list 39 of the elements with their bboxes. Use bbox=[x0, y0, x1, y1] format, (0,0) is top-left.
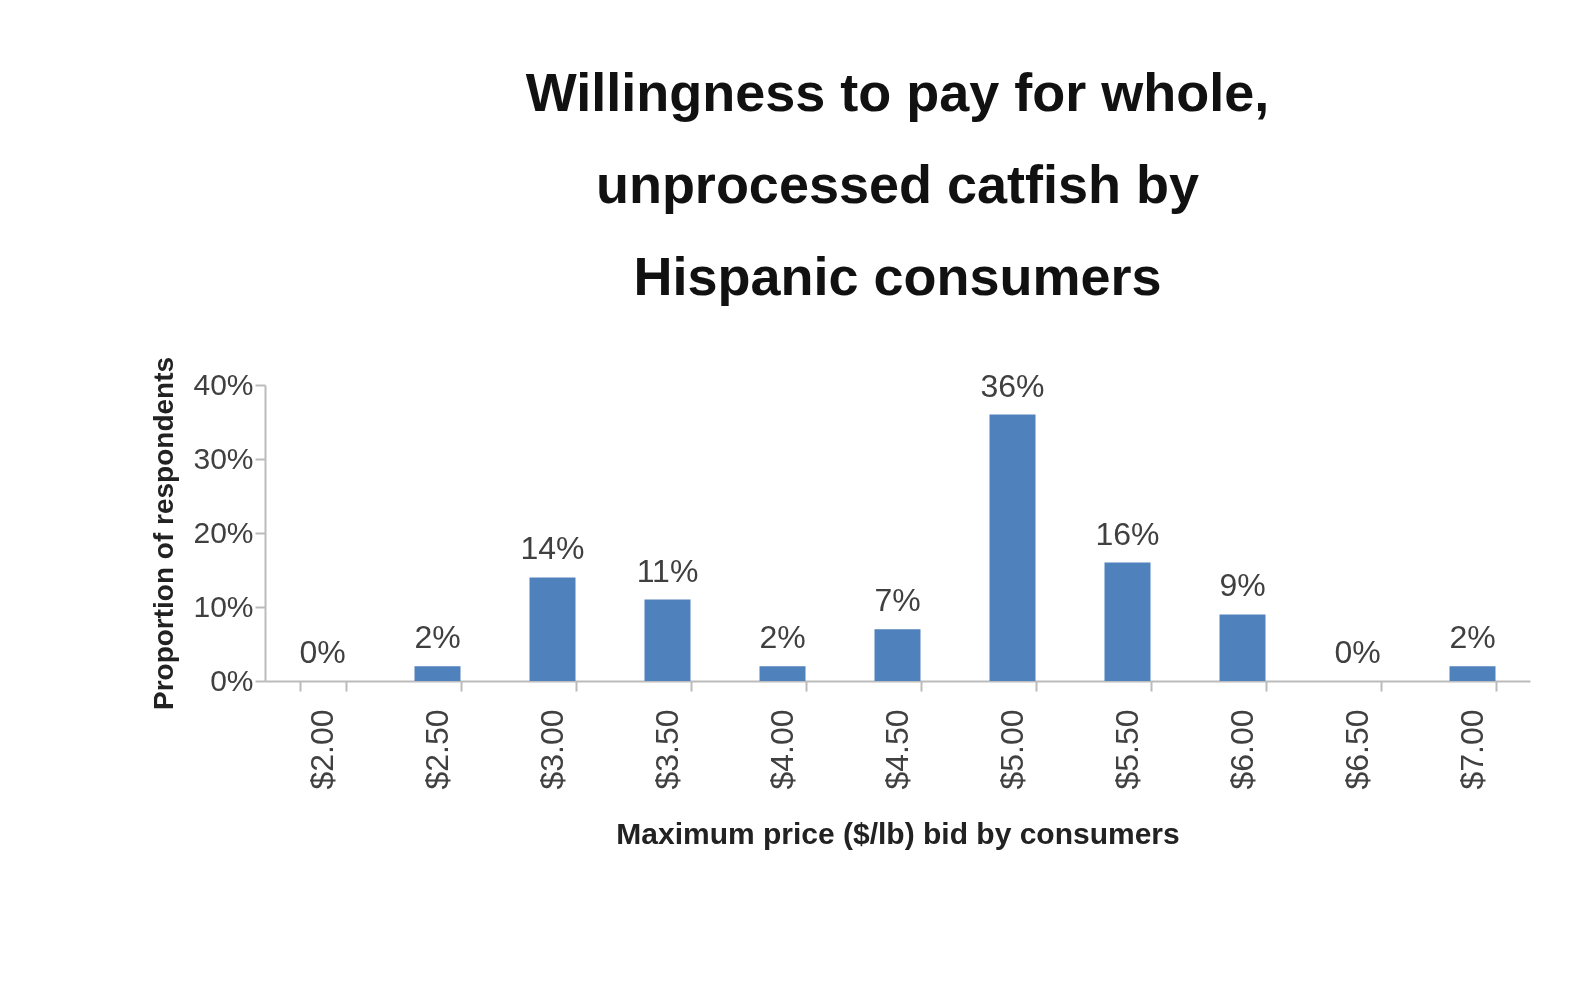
bar bbox=[874, 629, 921, 681]
data-label: 36% bbox=[980, 367, 1045, 404]
bar bbox=[529, 577, 576, 681]
data-label: 9% bbox=[1219, 567, 1266, 604]
x-tick-label: $2.00 bbox=[304, 709, 340, 790]
x-tick-label: $6.50 bbox=[1339, 709, 1375, 790]
x-tick-label: $3.00 bbox=[534, 709, 570, 790]
y-axis-title: Proportion of respondents bbox=[148, 356, 180, 711]
x-tick-label: $3.50 bbox=[649, 709, 685, 790]
x-axis-title: Maximum price ($/lb) bid by consumers bbox=[616, 816, 1180, 850]
x-tick-label: $4.50 bbox=[879, 709, 915, 790]
y-tick-label: 0% bbox=[210, 663, 254, 697]
data-label: 2% bbox=[759, 619, 806, 656]
y-tick-label: 20% bbox=[193, 515, 254, 549]
bar bbox=[1104, 562, 1151, 681]
bar bbox=[414, 666, 461, 681]
data-label: 2% bbox=[1449, 619, 1496, 656]
x-tick-label: $4.00 bbox=[764, 709, 800, 790]
x-tick-label: $6.00 bbox=[1224, 709, 1260, 790]
y-tick-label: 10% bbox=[193, 589, 254, 623]
bar bbox=[1219, 614, 1266, 681]
bar bbox=[759, 666, 806, 681]
x-tick-label: $5.50 bbox=[1109, 709, 1145, 790]
data-label: 0% bbox=[1334, 634, 1381, 670]
chart-title: Willingness to pay for whole, unprocessed catfish by Hispanic consumers bbox=[525, 62, 1270, 307]
bar bbox=[1449, 666, 1496, 681]
data-label: 16% bbox=[1095, 515, 1160, 552]
data-label: 0% bbox=[299, 634, 346, 670]
data-label: 14% bbox=[520, 530, 585, 567]
data-label: 7% bbox=[874, 582, 921, 619]
x-tick-label: $2.50 bbox=[419, 709, 455, 790]
x-tick-label: $7.00 bbox=[1454, 709, 1490, 790]
x-tick-label: $5.00 bbox=[994, 709, 1030, 790]
y-tick-label: 40% bbox=[193, 367, 254, 401]
data-label: 2% bbox=[414, 619, 461, 656]
bar bbox=[644, 599, 691, 681]
bar bbox=[989, 414, 1036, 681]
y-tick-label: 30% bbox=[193, 441, 254, 475]
data-label: 11% bbox=[636, 552, 699, 589]
